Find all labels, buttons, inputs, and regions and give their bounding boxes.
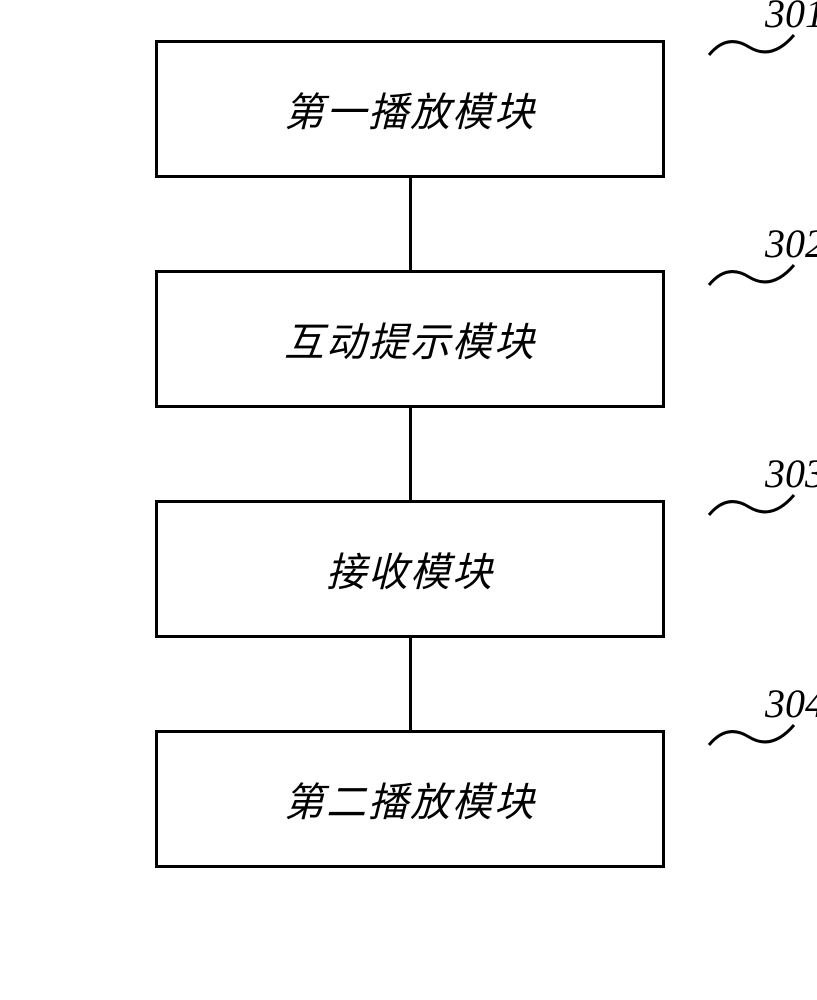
callout-4: 304 [707,715,797,755]
callout-1: 301 [707,25,797,65]
flow-box-2: 互动提示模块 302 [155,270,665,408]
connector-2-3 [409,408,412,500]
callout-label-1: 301 [765,0,817,37]
flow-label-3: 接收模块 [326,540,494,598]
callout-3: 303 [707,485,797,525]
callout-label-4: 304 [765,680,817,727]
callout-2: 302 [707,255,797,295]
flow-box-1: 第一播放模块 301 [155,40,665,178]
callout-label-3: 303 [765,450,817,497]
connector-1-2 [409,178,412,270]
connector-3-4 [409,638,412,730]
flowchart-container: 第一播放模块 301 互动提示模块 302 接收模块 303 第二播放模块 [85,40,735,868]
flow-label-2: 互动提示模块 [284,310,536,368]
callout-label-2: 302 [765,220,817,267]
flow-label-1: 第一播放模块 [284,80,536,138]
flow-label-4: 第二播放模块 [284,770,536,828]
flow-box-4: 第二播放模块 304 [155,730,665,868]
flow-box-3: 接收模块 303 [155,500,665,638]
